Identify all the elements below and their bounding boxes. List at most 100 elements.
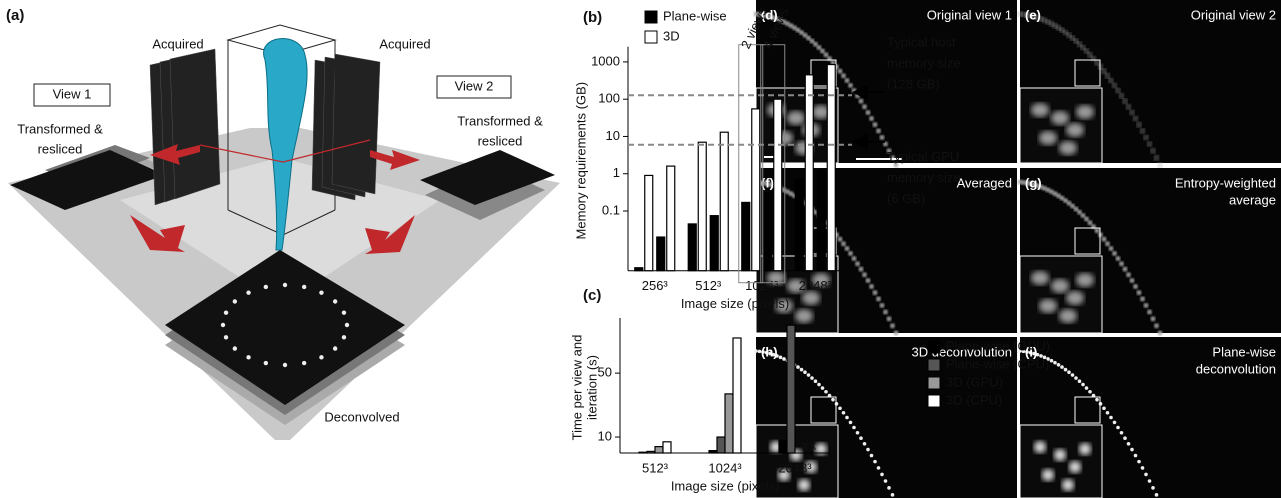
inset-cell [1042,469,1054,481]
inset-box [810,59,837,87]
bar [719,131,729,272]
legend-swatch [927,376,941,390]
cell [1150,316,1156,322]
stack-label: resliced [38,141,83,156]
stack [10,150,165,210]
cell [1059,195,1065,201]
cell [844,78,850,83]
cell [1136,122,1142,128]
cell [844,246,850,251]
cell [873,459,877,464]
cell [841,241,846,247]
cell [820,48,825,54]
y-tick-label: 100 [598,91,620,106]
cell [1056,193,1061,199]
view-box [436,75,512,99]
cell [824,389,828,394]
panel-title: deconvolution [1196,361,1276,376]
cell [1108,78,1114,83]
cell [851,88,857,93]
bar [662,441,672,454]
cell [890,323,895,329]
cell [1122,98,1128,104]
reference-label: (6 GB) [887,191,925,206]
cell [813,41,818,47]
image-panel: (g) [1017,168,1281,336]
x-axis-label: Image size (pixels) [671,478,779,493]
cell [1059,27,1065,33]
bar [687,223,697,272]
cell [1151,486,1155,490]
cell [1112,420,1117,425]
cell [1154,155,1159,161]
panel-label: (i) [1025,344,1037,359]
y-axis-label: iteration (s) [584,355,599,420]
inset-cell [1039,131,1057,145]
dot [301,360,307,366]
panel-title: Original view 1 [927,7,1012,22]
cell [1102,406,1106,411]
cell [841,73,846,79]
dot [232,299,238,304]
image-panel: (d) [753,0,1017,168]
bar [751,108,761,272]
cell [1150,148,1156,154]
x-axis-label: Image size (pixels) [681,296,789,311]
cell [845,415,849,420]
stack-label: Transformed & [17,121,103,136]
cell [1074,376,1078,380]
inset-box [1074,59,1101,87]
dot [282,282,288,288]
cell [848,420,853,425]
bar [826,63,836,272]
cell [869,116,874,121]
cell [796,365,800,369]
bar [794,178,804,272]
cell [1084,48,1089,54]
annotation-box [738,44,764,284]
cell [1140,296,1145,302]
cell [1157,162,1163,168]
cell [785,189,790,195]
cell [837,236,843,242]
y-tick-label: 1 [613,165,620,180]
cell [865,110,871,115]
panel-label: (a) [6,7,24,24]
bar [732,337,742,454]
cell [848,83,853,88]
inset-cell [1051,279,1069,293]
dot [344,322,350,328]
panel-label: (d) [761,7,778,22]
inset-cell [815,443,827,455]
inset-cell [798,479,810,491]
cell [1017,11,1023,17]
view-box [33,83,111,107]
cell [1157,330,1163,336]
cell [883,479,888,483]
value-label: x [802,437,809,452]
cell [778,355,783,360]
cell [1063,367,1068,372]
fish [263,38,308,251]
cell [1105,73,1110,79]
cell [1084,386,1089,390]
x-tick-label: 2048³ [778,460,812,475]
cell [1080,213,1086,218]
dot [319,355,324,360]
cell [1056,363,1061,367]
panel-title: average [1229,192,1276,207]
reference-label: Typical host [887,35,956,50]
cell [816,45,822,50]
cell [754,349,758,353]
cell [1084,216,1089,222]
cell [1130,447,1134,452]
cell [1070,203,1075,209]
cell [788,23,794,29]
cell [887,486,891,490]
cell [866,447,870,452]
cell [837,68,843,74]
cell [1094,228,1100,234]
cell [810,376,814,380]
cell [1077,41,1082,47]
